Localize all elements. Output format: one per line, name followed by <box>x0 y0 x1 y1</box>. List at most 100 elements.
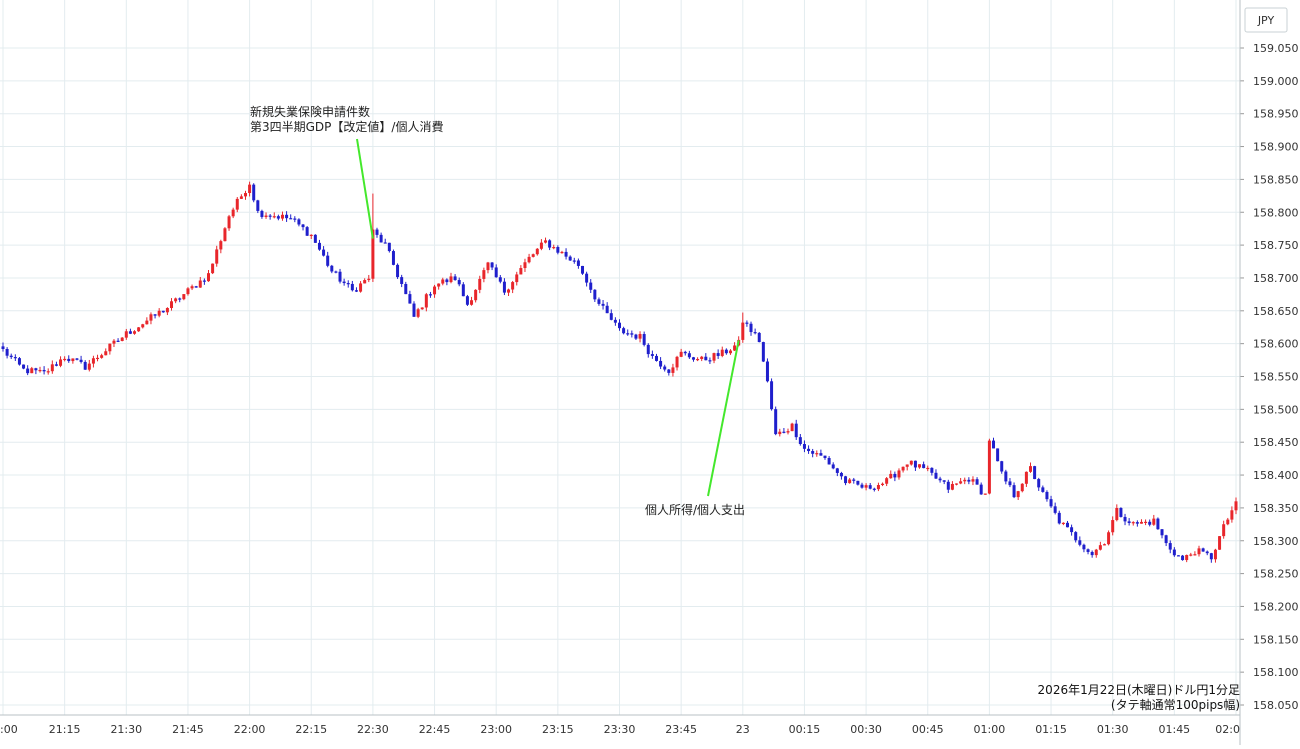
candle-body <box>375 229 379 235</box>
candle-body <box>950 483 954 490</box>
candle-body <box>79 359 83 362</box>
candle-body <box>696 358 700 361</box>
candle-body <box>157 310 161 316</box>
candle-body <box>1230 510 1234 520</box>
candle-body <box>1222 524 1226 537</box>
candle-body <box>91 358 95 364</box>
candle-body <box>1209 553 1213 560</box>
candle-body <box>593 289 597 300</box>
candle-body <box>285 214 289 219</box>
candle-body <box>1139 521 1143 524</box>
x-tick-label: 00:45 <box>912 723 944 736</box>
x-tick-label: 22:15 <box>295 723 327 736</box>
candle-body <box>457 280 461 285</box>
candle-body <box>305 227 309 236</box>
candle-body <box>1102 544 1106 546</box>
y-tick-label: 158.350 <box>1253 502 1299 515</box>
candle-body <box>1074 532 1078 541</box>
candle-body <box>133 331 137 334</box>
candle-body <box>642 334 646 345</box>
candle-body <box>297 219 301 225</box>
candle-body <box>589 282 593 290</box>
candle-body <box>67 358 71 362</box>
candle-body <box>626 333 630 335</box>
candle-body <box>424 294 428 308</box>
candle-body <box>963 479 967 482</box>
candle-body <box>502 281 506 293</box>
x-tick-label: 21:30 <box>110 723 142 736</box>
candle-body <box>1176 555 1180 557</box>
candle-body <box>889 473 893 479</box>
candle-body <box>926 467 930 470</box>
y-tick-label: 158.900 <box>1253 141 1299 154</box>
candle-body <box>700 356 704 359</box>
candle-body <box>983 493 987 495</box>
annotation-1-line: 第3四半期GDP【改定値】/個人消費 <box>250 119 443 134</box>
y-tick-label: 158.100 <box>1253 666 1299 679</box>
candle-body <box>26 368 30 374</box>
candle-body <box>687 353 691 358</box>
candle-body <box>441 279 445 284</box>
candle-body <box>116 340 120 342</box>
candle-body <box>1057 512 1061 524</box>
x-tick-label: 01:30 <box>1097 723 1129 736</box>
candle-body <box>872 488 876 490</box>
candle-body <box>1189 554 1193 556</box>
candle-body <box>400 277 404 284</box>
candle-body <box>885 478 889 484</box>
candle-body <box>519 268 523 275</box>
candle-body <box>967 479 971 482</box>
candle-body <box>215 249 219 264</box>
candle-body <box>934 472 938 479</box>
x-tick-label: 00:30 <box>850 723 882 736</box>
candle-body <box>202 280 206 282</box>
x-tick-label: 22:30 <box>357 723 389 736</box>
candle-body <box>178 298 182 300</box>
x-tick-label: 01:15 <box>1035 723 1067 736</box>
candle-body <box>650 354 654 356</box>
candle-body <box>174 298 178 302</box>
candle-body <box>350 283 354 291</box>
candle-body <box>1000 461 1004 472</box>
candle-body <box>556 247 560 253</box>
annotation-leader-1 <box>356 138 374 239</box>
candle-body <box>1029 466 1032 472</box>
candle-body <box>671 367 675 373</box>
candle-body <box>1024 471 1028 484</box>
x-tick-label: 21:15 <box>49 723 81 736</box>
candle-body <box>289 218 293 220</box>
candle-body <box>1037 479 1041 488</box>
candle-body <box>367 278 371 281</box>
candle-body <box>770 381 774 410</box>
candle-body <box>182 294 186 300</box>
candle-body <box>334 271 338 273</box>
candle-body <box>1205 551 1209 554</box>
candle-body <box>618 322 621 329</box>
candle-body <box>765 361 769 382</box>
candle-body <box>1008 481 1012 486</box>
x-tick-label: 01:45 <box>1158 723 1190 736</box>
candle-body <box>13 357 17 359</box>
y-tick-label: 158.800 <box>1253 206 1299 219</box>
annotation-leader-2 <box>707 340 740 497</box>
candle-body <box>1111 520 1115 533</box>
candle-body <box>198 280 202 288</box>
candle-body <box>597 299 601 304</box>
candle-body <box>897 470 901 478</box>
candles <box>1 181 1238 563</box>
candle-body <box>1181 555 1185 561</box>
candle-body <box>1016 491 1020 498</box>
candle-body <box>753 332 757 334</box>
candle-body <box>149 314 153 321</box>
candle-body <box>786 431 790 433</box>
candle-body <box>523 262 527 269</box>
y-tick-label: 158.950 <box>1253 108 1299 121</box>
candle-body <box>490 262 494 268</box>
candle-body <box>211 263 215 274</box>
candle-body <box>646 344 650 355</box>
candle-body <box>186 288 190 295</box>
candle-body <box>1218 536 1222 550</box>
candle-body <box>634 334 638 339</box>
candle-body <box>1078 540 1082 545</box>
candle-body <box>548 240 552 248</box>
